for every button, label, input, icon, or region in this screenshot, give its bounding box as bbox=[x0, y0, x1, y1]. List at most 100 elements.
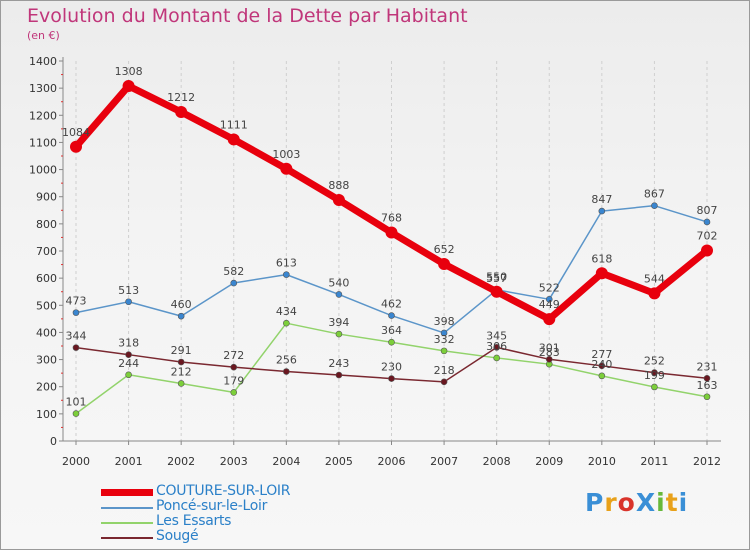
series-3-point bbox=[72, 344, 80, 351]
series-0-point bbox=[490, 285, 503, 298]
series-2-data-label: 101 bbox=[66, 396, 87, 409]
series-3-data-label: 344 bbox=[66, 330, 87, 343]
x-tick-label: 2011 bbox=[640, 455, 668, 468]
series-1-point bbox=[651, 202, 658, 209]
series-3-data-label: 243 bbox=[328, 357, 349, 370]
series-3-data-label: 256 bbox=[276, 354, 297, 367]
series-1-data-label: 847 bbox=[591, 193, 612, 206]
series-0-data-label: 449 bbox=[539, 298, 560, 311]
x-tick-label: 2012 bbox=[693, 455, 721, 468]
series-2-data-label: 240 bbox=[591, 358, 612, 371]
series-0-point bbox=[280, 162, 293, 175]
series-0-data-label: 1212 bbox=[167, 91, 195, 104]
series-2-data-label: 332 bbox=[434, 333, 455, 346]
series-2-data-label: 212 bbox=[171, 365, 192, 378]
x-tick-label: 2004 bbox=[272, 455, 300, 468]
y-tick-label: 0 bbox=[50, 435, 57, 448]
series-0-data-label: 768 bbox=[381, 212, 402, 225]
series-1-point bbox=[545, 296, 553, 303]
series-2-point bbox=[283, 319, 290, 327]
series-0-point bbox=[385, 226, 398, 239]
logo-letter: P bbox=[585, 488, 605, 517]
y-tick-label: 100 bbox=[36, 408, 57, 421]
logo-letter: i bbox=[678, 488, 689, 517]
series-0-point bbox=[122, 79, 135, 92]
series-1-point bbox=[703, 218, 711, 226]
series-0-point bbox=[175, 106, 188, 119]
series-1-data-label: 613 bbox=[276, 257, 297, 270]
series-2-point bbox=[440, 347, 448, 355]
x-tick-label: 2005 bbox=[325, 455, 353, 468]
chart-title: Evolution du Montant de la Dette par Hab… bbox=[27, 5, 468, 27]
y-tick-label: 1200 bbox=[29, 109, 57, 122]
series-0-data-label: 550 bbox=[486, 271, 507, 284]
legend-swatch bbox=[101, 507, 153, 509]
legend-label: Poncé-sur-le-Loir bbox=[156, 498, 268, 514]
x-tick-label: 2006 bbox=[378, 455, 406, 468]
y-tick-label: 200 bbox=[36, 381, 57, 394]
series-0-point bbox=[227, 133, 240, 146]
series-0-data-label: 544 bbox=[644, 272, 665, 285]
series-1-point bbox=[230, 279, 238, 287]
series-0-point bbox=[701, 244, 713, 257]
series-2-data-label: 364 bbox=[381, 324, 402, 337]
x-tick-label: 2010 bbox=[588, 455, 616, 468]
series-1-data-label: 522 bbox=[539, 281, 560, 294]
series-1-data-label: 807 bbox=[697, 204, 718, 217]
y-tick-label: 1300 bbox=[29, 82, 57, 95]
series-3-data-label: 345 bbox=[486, 329, 507, 342]
y-tick-label: 1000 bbox=[29, 164, 57, 177]
series-2-data-label: 283 bbox=[539, 346, 560, 359]
series-2-data-label: 179 bbox=[223, 374, 244, 387]
series-3-point bbox=[440, 378, 448, 386]
series-1-data-label: 557 bbox=[486, 272, 507, 285]
series-1-data-label: 473 bbox=[66, 295, 87, 308]
series-3-data-label: 291 bbox=[171, 344, 192, 357]
series-2-point bbox=[388, 338, 395, 346]
series-2-data-label: 434 bbox=[276, 305, 297, 318]
series-3-point bbox=[598, 362, 606, 370]
series-2-point bbox=[125, 371, 132, 379]
series-3-data-label: 252 bbox=[644, 355, 665, 368]
series-3-data-label: 272 bbox=[223, 349, 244, 362]
legend-swatch bbox=[101, 522, 153, 524]
series-3-point bbox=[388, 375, 395, 382]
series-3-point bbox=[177, 358, 185, 366]
y-tick-label: 800 bbox=[36, 218, 57, 231]
series-0-data-label: 888 bbox=[328, 179, 349, 192]
x-tick-label: 2003 bbox=[220, 455, 248, 468]
series-1-point bbox=[72, 309, 80, 316]
series-2-point bbox=[230, 389, 238, 396]
series-1-data-label: 398 bbox=[434, 315, 455, 328]
series-3-data-label: 231 bbox=[697, 360, 718, 373]
series-1-data-label: 462 bbox=[381, 298, 402, 311]
series-3-data-label: 301 bbox=[539, 341, 560, 354]
series-0-point bbox=[70, 140, 82, 153]
series-0-data-label: 1308 bbox=[115, 65, 143, 78]
series-0-point bbox=[595, 267, 608, 280]
series-0-point bbox=[332, 193, 345, 206]
series-2-point bbox=[651, 383, 658, 391]
series-1-point bbox=[598, 207, 606, 215]
proxiti-logo: ProXiti bbox=[585, 488, 688, 517]
series-3-point bbox=[703, 374, 711, 382]
series-3-point bbox=[125, 351, 132, 358]
series-2-data-label: 394 bbox=[328, 316, 349, 329]
series-2-point bbox=[598, 372, 606, 380]
series-0-data-label: 702 bbox=[697, 229, 718, 242]
y-tick-label: 500 bbox=[36, 299, 57, 312]
series-2-point bbox=[493, 354, 500, 362]
series-3-point bbox=[335, 371, 343, 379]
series-1-data-label: 460 bbox=[171, 298, 192, 311]
series-0-point bbox=[438, 258, 451, 271]
x-tick-label: 2007 bbox=[430, 455, 458, 468]
logo-letter: X bbox=[635, 488, 657, 517]
series-3-point bbox=[545, 355, 553, 363]
series-3-point bbox=[283, 368, 290, 375]
y-tick-label: 900 bbox=[36, 191, 57, 204]
x-tick-label: 2000 bbox=[62, 455, 90, 468]
x-tick-label: 2001 bbox=[115, 455, 143, 468]
series-3-point bbox=[651, 369, 658, 376]
